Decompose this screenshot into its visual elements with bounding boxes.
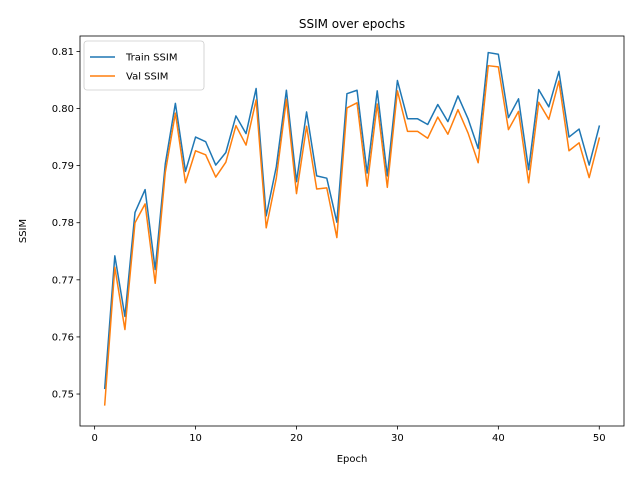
series-layer	[103, 51, 601, 406]
x-axis-label: Epoch	[337, 454, 368, 465]
y-tick-label: 0.80	[52, 104, 74, 115]
x-tick-label: 40	[492, 433, 505, 444]
legend: Train SSIM Val SSIM	[83, 40, 205, 91]
plot-area	[80, 36, 624, 426]
y-tick-label: 0.75	[52, 390, 74, 401]
chart-title: SSIM over epochs	[299, 17, 405, 31]
y-axis: 0.75 0.76 0.77 0.78 0.79 0.80 0.81	[52, 47, 80, 401]
y-axis-label: SSIM	[18, 219, 29, 243]
y-tick-label: 0.76	[52, 332, 74, 343]
x-tick-label: 30	[391, 433, 404, 444]
y-tick-label: 0.77	[52, 275, 74, 286]
x-tick-label: 50	[593, 433, 606, 444]
x-tick-label: 10	[189, 433, 202, 444]
legend-label: Train SSIM	[125, 53, 177, 64]
y-tick-label: 0.79	[52, 161, 74, 172]
plot-frame	[79, 35, 625, 427]
x-axis: 0 10 20 30 40 50	[91, 426, 606, 444]
legend-label: Val SSIM	[126, 72, 168, 83]
series-line-train-ssim	[103, 51, 601, 390]
series-line-val-ssim	[103, 64, 601, 406]
y-tick-label: 0.78	[52, 218, 74, 229]
x-tick-label: 20	[290, 433, 303, 444]
legend-box	[83, 40, 205, 91]
x-tick-label: 0	[91, 433, 97, 444]
y-tick-label: 0.81	[52, 47, 74, 58]
